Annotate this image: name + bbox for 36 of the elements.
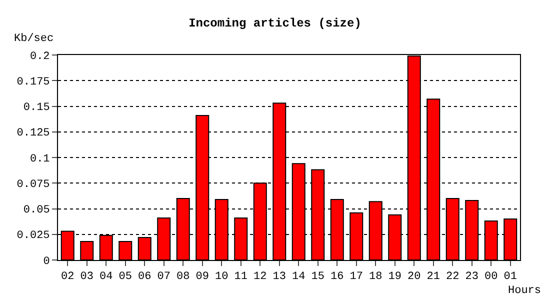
x-tick-label: 22 (446, 271, 460, 284)
x-tick-label: 21 (426, 271, 440, 284)
y-tick-label: 0.175 (16, 76, 50, 88)
y-tick-label: 0.075 (16, 178, 50, 191)
y-tick-label: 0.125 (16, 128, 50, 140)
chart-title: Incoming articles (size) (188, 16, 362, 30)
x-tick-label: 16 (330, 271, 344, 284)
x-tick-label: 08 (176, 271, 190, 284)
x-tick-label: 02 (61, 271, 74, 284)
x-tick-label: 03 (80, 271, 94, 284)
x-tick-label: 23 (465, 271, 478, 284)
x-tick-label: 01 (504, 271, 518, 284)
y-tick-label: 0.025 (16, 230, 50, 242)
x-tick-label: 14 (292, 271, 306, 284)
y-tick-label: 0.05 (23, 204, 50, 217)
x-axis-title: Hours (508, 285, 542, 297)
x-tick-label: 19 (388, 271, 402, 284)
x-tick-label: 18 (369, 271, 382, 284)
x-tick-label: 12 (254, 271, 267, 284)
x-tick-label: 17 (350, 271, 363, 284)
x-tick-label: 09 (196, 271, 209, 284)
y-tick-label: 0.2 (30, 50, 50, 63)
y-tick-label: 0.15 (23, 102, 50, 114)
x-tick-label: 04 (100, 271, 114, 284)
x-tick-label: 00 (484, 271, 498, 284)
x-tick-label: 07 (157, 271, 170, 284)
y-axis-title: Kb/sec (14, 33, 54, 45)
y-tick-label: 0 (43, 256, 50, 268)
x-tick-label: 06 (138, 271, 152, 284)
x-tick-label: 20 (408, 271, 421, 284)
y-tick-label: 0.1 (30, 153, 50, 166)
x-tick-label: 11 (234, 271, 248, 284)
x-tick-label: 13 (272, 271, 286, 284)
x-tick-label: 05 (118, 271, 132, 284)
x-tick-label: 15 (311, 271, 324, 284)
x-tick-label: 10 (215, 271, 228, 284)
